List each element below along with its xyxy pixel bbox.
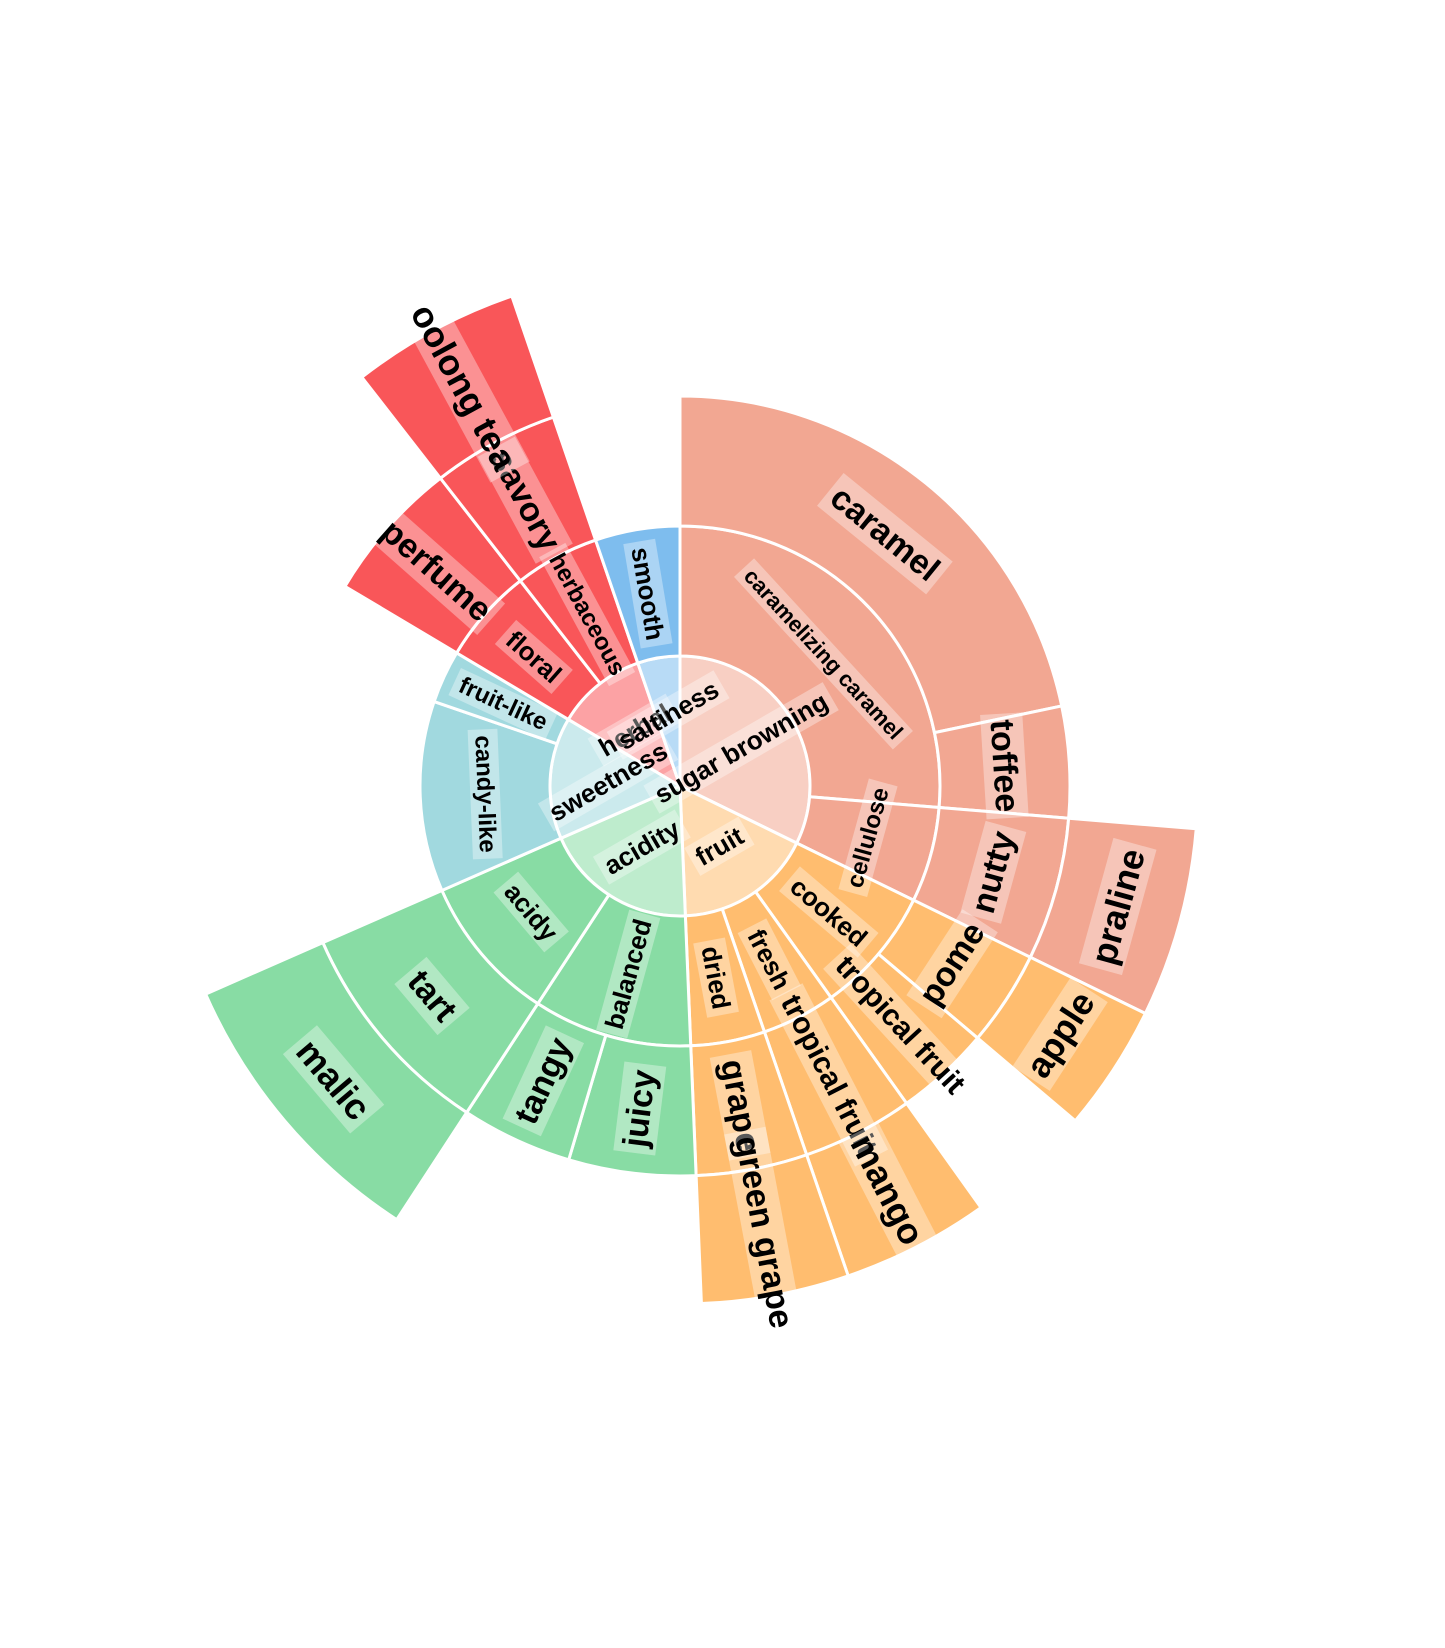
label-bg-savory — [477, 436, 573, 564]
segment-oolong-tea[interactable] — [359, 294, 556, 481]
label-bg-green-grape — [724, 1126, 804, 1338]
label-bg-floral — [494, 619, 573, 695]
label-bg-tangy — [502, 1025, 585, 1137]
label-bg-grape — [709, 1050, 771, 1161]
label-bg-apple — [1012, 977, 1108, 1091]
label-toffee: toffee — [980, 712, 1029, 820]
label-bg-saltiness — [606, 670, 730, 760]
label-bg-acidity — [592, 809, 691, 885]
label-bg-tart — [394, 956, 470, 1036]
label-candy-like: candy-like — [467, 728, 503, 860]
label-dried: dried — [693, 937, 739, 1018]
label-bg-pome — [906, 909, 998, 1019]
label-bg-dried — [693, 937, 739, 1018]
label-bg-mango — [838, 1121, 938, 1258]
label-bg-malic — [282, 1025, 385, 1134]
segment-smooth[interactable] — [593, 524, 682, 665]
label-bg-toffee — [980, 712, 1029, 820]
label-bg-candy-like — [467, 728, 503, 860]
label-bg-acidy — [493, 871, 569, 953]
label-bg-perfume — [367, 506, 506, 636]
segment-green-grape[interactable] — [694, 1152, 851, 1306]
segment-apple[interactable] — [975, 955, 1148, 1123]
label-bg-tropical-fruit — [823, 943, 978, 1107]
label-bg-fresh — [737, 918, 801, 1001]
label-bg-herbaceous — [539, 542, 636, 687]
label-bg-tropical-fruit — [769, 983, 889, 1167]
label-bg-sugar-browning — [643, 682, 839, 814]
label-text-toffee: toffee — [983, 718, 1027, 813]
label-bg-caramelizing-caramel — [733, 558, 913, 750]
label-bg-oolong-tea — [398, 290, 530, 483]
label-bg-caramel — [817, 473, 953, 595]
label-bg-cooked — [779, 866, 879, 958]
label-text-candy-like: candy-like — [469, 735, 501, 853]
label-bg-sweetness — [537, 731, 679, 832]
label-bg-smooth — [623, 538, 673, 649]
label-juicy: juicy — [613, 1061, 667, 1156]
label-bg-balanced — [596, 909, 661, 1039]
label-bg-juicy — [613, 1061, 667, 1156]
label-bg-fruit — [684, 816, 755, 876]
segment-caramel[interactable] — [678, 394, 1064, 735]
label-bg-herbal — [587, 693, 682, 767]
label-bg-cellulose — [838, 778, 898, 898]
label-bg-fruit-like — [448, 668, 558, 740]
label-bg-nutty — [960, 820, 1027, 924]
sunburst-segments — [203, 294, 1198, 1306]
segment-malic[interactable] — [203, 940, 469, 1222]
label-bg-praline — [1078, 837, 1157, 976]
